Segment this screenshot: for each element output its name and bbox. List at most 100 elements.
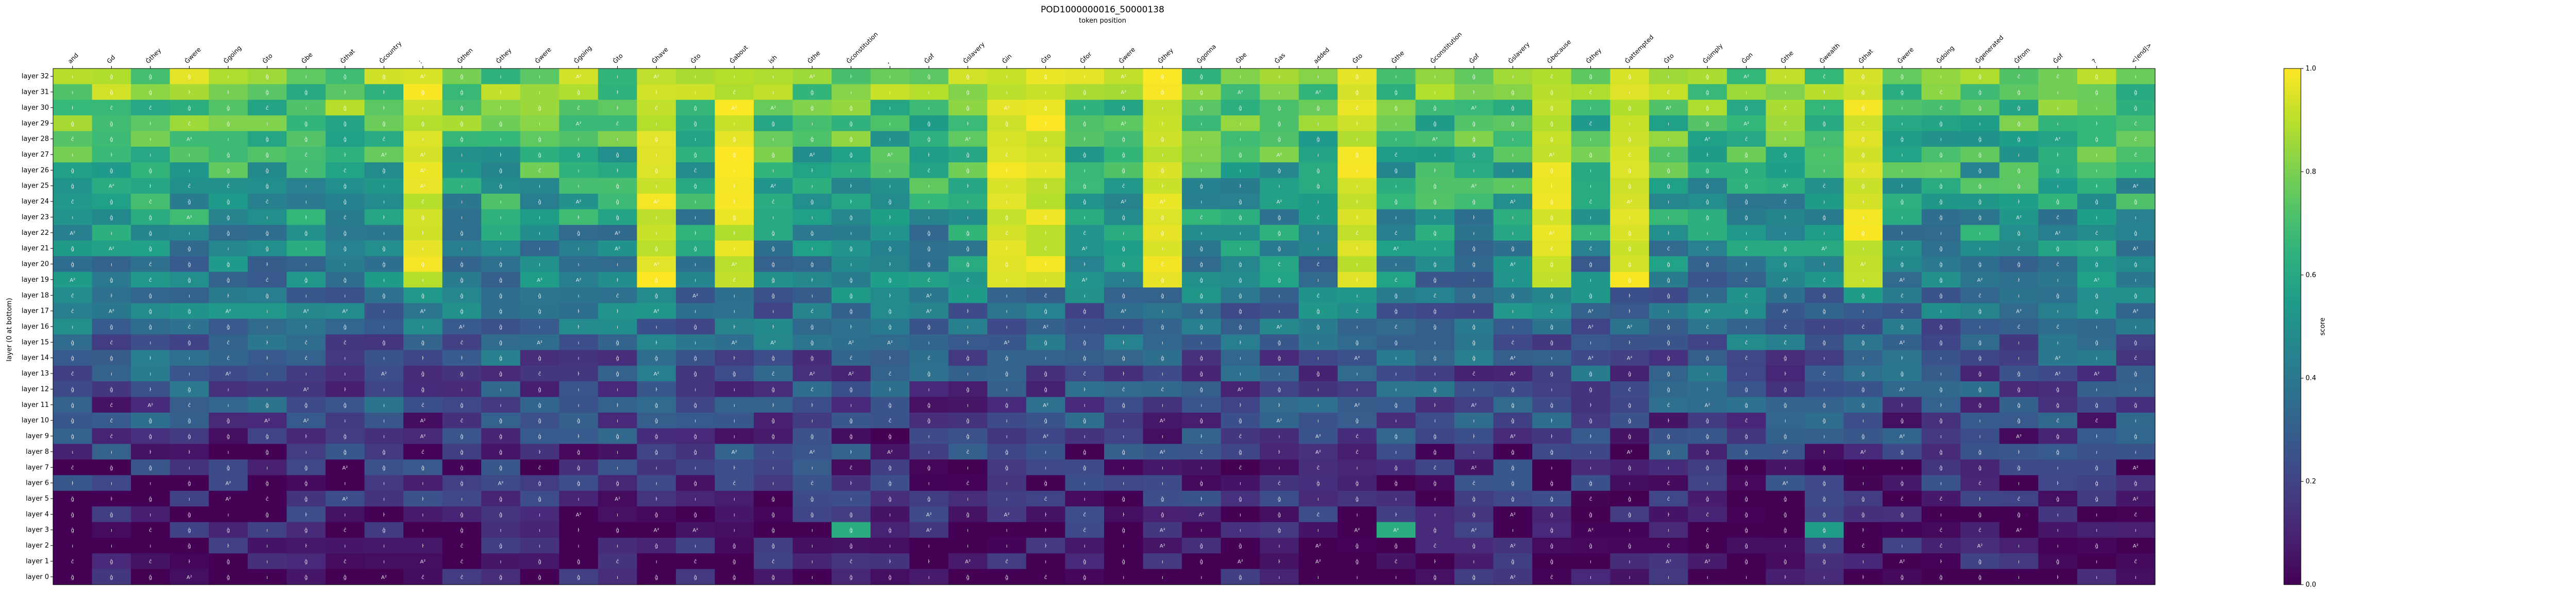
heatmap-cell-text: ĉ bbox=[227, 355, 230, 362]
heatmap-cell-text: ĝ bbox=[2095, 74, 2098, 80]
heatmap-cell-text: ı bbox=[72, 325, 73, 330]
heatmap-cell-text: ĝ bbox=[71, 121, 74, 127]
heatmap-cell-text: ı bbox=[383, 356, 385, 362]
heatmap-cell bbox=[1883, 256, 1922, 272]
heatmap-cell bbox=[1337, 303, 1377, 319]
heatmap-cell bbox=[675, 271, 716, 288]
heatmap-cell-text: ĝ bbox=[149, 293, 152, 299]
heatmap-cell bbox=[987, 428, 1027, 445]
heatmap-cell-text: ı bbox=[1006, 137, 1008, 143]
heatmap-cell bbox=[92, 350, 131, 366]
heatmap-cell bbox=[1493, 193, 1533, 210]
heatmap-cell bbox=[1221, 287, 1260, 304]
heatmap-cell-text: ŀ bbox=[111, 293, 113, 299]
heatmap-cell bbox=[1766, 365, 1805, 382]
heatmap-cell-text: ĝ bbox=[304, 230, 308, 236]
heatmap-cell-text: ı bbox=[734, 528, 735, 534]
heatmap-cell bbox=[1026, 178, 1066, 194]
heatmap-cell bbox=[1610, 350, 1650, 366]
heatmap-cell-text: ĝ bbox=[810, 339, 814, 346]
heatmap-cell bbox=[909, 287, 949, 304]
heatmap-cell-text: ĝ bbox=[149, 214, 152, 220]
heatmap-cell bbox=[442, 99, 482, 116]
heatmap-cell-text: ĝ bbox=[1239, 574, 1242, 581]
heatmap-cell-text: ŀ bbox=[500, 90, 502, 96]
heatmap-cell-text: ı bbox=[1707, 231, 1708, 236]
heatmap-cell-text: ĉ bbox=[1083, 511, 1086, 518]
heatmap-cell bbox=[1610, 115, 1650, 132]
heatmap-cell-text: ı bbox=[2057, 340, 2059, 346]
heatmap-cell-text: ĝ bbox=[110, 121, 113, 127]
heatmap-cell-text: A² bbox=[1860, 262, 1866, 268]
y-tick-label: layer 0 bbox=[26, 573, 49, 581]
heatmap-cell-text: A² bbox=[1705, 559, 1710, 565]
heatmap-cell bbox=[1766, 69, 1805, 84]
heatmap-cell-text: ĝ bbox=[1433, 105, 1436, 111]
heatmap-cell-text: ĝ bbox=[927, 121, 930, 127]
heatmap-cell bbox=[715, 397, 754, 413]
heatmap-cell bbox=[1182, 225, 1222, 241]
heatmap-cell bbox=[559, 209, 599, 226]
heatmap-cell-text: ĝ bbox=[1978, 199, 1981, 205]
heatmap-cell-text: ı bbox=[656, 481, 657, 487]
heatmap-cell-text: ĝ bbox=[149, 246, 152, 252]
heatmap-cell-text: ı bbox=[1668, 215, 1669, 220]
heatmap-cell bbox=[1766, 287, 1805, 304]
heatmap-cell-text: ı bbox=[383, 387, 385, 393]
heatmap-cell bbox=[1454, 146, 1494, 163]
heatmap-cell-text: ŀ bbox=[1785, 215, 1787, 220]
heatmap-cell bbox=[1805, 381, 1844, 398]
heatmap-cell bbox=[1571, 241, 1611, 257]
heatmap-cell bbox=[286, 413, 326, 429]
heatmap-cell-text: ı bbox=[539, 215, 540, 220]
heatmap-cell-text: ĝ bbox=[1161, 277, 1164, 283]
heatmap-cell-text: A² bbox=[1354, 528, 1360, 534]
heatmap-cell-text: ĝ bbox=[71, 355, 74, 362]
heatmap-cell-text: ĝ bbox=[1978, 309, 1981, 315]
heatmap-cell-text: ĉ bbox=[1978, 293, 1981, 299]
heatmap-cell bbox=[1921, 381, 1961, 398]
heatmap-cell bbox=[364, 334, 404, 351]
heatmap-cell-text: ı bbox=[928, 434, 930, 440]
heatmap-cell-text: ŀ bbox=[1862, 575, 1865, 581]
heatmap-cell bbox=[1532, 178, 1572, 194]
heatmap-cell-text: ı bbox=[1745, 575, 1747, 581]
heatmap-cell bbox=[1532, 381, 1572, 398]
heatmap-cell-text: ĉ bbox=[1005, 558, 1008, 565]
heatmap-cell bbox=[715, 256, 754, 272]
heatmap-cell bbox=[559, 318, 599, 335]
heatmap-cell-text: ı bbox=[1823, 199, 1825, 205]
heatmap-cell-text: ı bbox=[1317, 497, 1319, 502]
heatmap-cell-text: ĝ bbox=[2095, 465, 2098, 471]
heatmap-cell-text: ı bbox=[1434, 246, 1436, 252]
x-tick-label: Ġto bbox=[688, 52, 702, 65]
heatmap-cell-text: A² bbox=[1977, 278, 1983, 283]
heatmap-cell bbox=[1221, 162, 1260, 179]
heatmap-cell bbox=[325, 413, 365, 429]
heatmap-cell bbox=[364, 444, 404, 460]
heatmap-cell bbox=[1883, 381, 1922, 398]
heatmap-cell-text: A² bbox=[1043, 325, 1048, 330]
heatmap-cell-text: ŀ bbox=[1901, 231, 1903, 236]
heatmap-cell-text: A² bbox=[576, 512, 582, 518]
heatmap-cell-text: ĝ bbox=[655, 293, 658, 299]
heatmap-cell-text: A² bbox=[1354, 403, 1360, 408]
heatmap-cell bbox=[832, 146, 871, 163]
y-tick-label: layer 27 bbox=[22, 151, 49, 159]
heatmap-cell bbox=[286, 193, 326, 210]
heatmap-cell-text: ĉ bbox=[2056, 324, 2059, 330]
heatmap-cell-text: ŀ bbox=[617, 309, 619, 315]
heatmap-cell bbox=[1065, 115, 1105, 132]
heatmap-cell-text: ĝ bbox=[227, 262, 230, 268]
heatmap-cell-text: ŀ bbox=[617, 403, 619, 408]
heatmap-cell bbox=[987, 444, 1027, 460]
heatmap-cell-text: ĝ bbox=[1200, 371, 1203, 377]
heatmap-cell-text: ĉ bbox=[1122, 183, 1125, 190]
heatmap-cell-text: A² bbox=[381, 575, 387, 581]
heatmap-cell bbox=[247, 318, 287, 335]
x-tick-label: added bbox=[1312, 46, 1331, 65]
heatmap-cell-text: ĝ bbox=[1784, 293, 1787, 299]
heatmap-cell-text: ı bbox=[539, 528, 540, 534]
heatmap-cell-text: ĝ bbox=[693, 183, 697, 190]
heatmap-cell bbox=[286, 69, 326, 84]
